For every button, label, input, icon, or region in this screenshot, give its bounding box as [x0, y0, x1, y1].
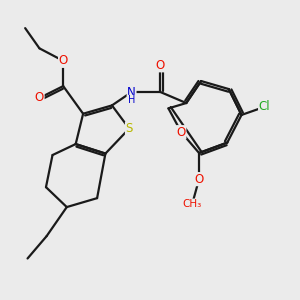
Text: CH₃: CH₃ — [183, 199, 202, 209]
Text: O: O — [177, 126, 186, 139]
Text: O: O — [156, 59, 165, 72]
Text: S: S — [125, 122, 133, 135]
Text: Cl: Cl — [259, 100, 270, 113]
Text: H: H — [128, 95, 135, 105]
Text: O: O — [35, 92, 44, 104]
Text: O: O — [58, 54, 68, 67]
Text: O: O — [194, 172, 204, 186]
Text: N: N — [127, 85, 136, 98]
